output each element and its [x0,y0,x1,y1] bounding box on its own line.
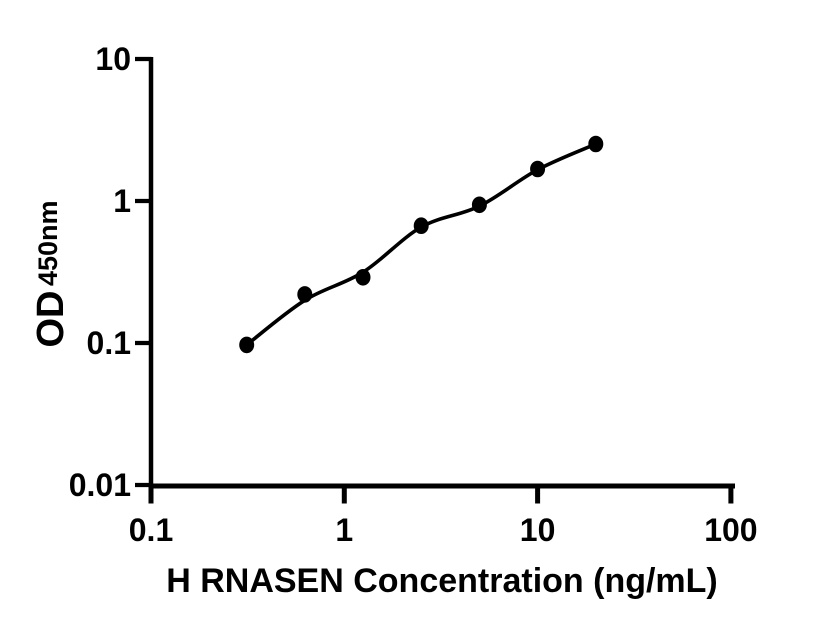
y-tick-label: 10 [95,41,131,77]
x-axis-title: H RNASEN Concentration (ng/mL) [166,562,718,600]
y-axis-title: OD 450nm [30,200,72,347]
data-points-layer [239,135,604,354]
y-tick-label: 0.1 [87,325,131,361]
y-tick-label: 0.01 [69,467,131,503]
axes [135,56,735,504]
data-point [471,196,487,214]
y-axis-title-sub: 450nm [33,200,63,286]
data-point [413,217,429,234]
x-tick-label: 0.1 [129,512,173,548]
tick-labels: 0.01 0.1 1 10 0.1 1 10 100 [69,41,758,548]
data-point [530,160,546,178]
data-point [239,336,255,354]
data-point [297,286,313,303]
y-tick-label: 1 [113,183,131,219]
x-tick-label: 100 [704,512,757,548]
y-axis-title-main: OD [30,291,72,348]
x-tick-label: 10 [520,512,556,548]
data-point [355,269,371,286]
data-point [588,135,604,153]
x-tick-label: 1 [335,512,353,548]
